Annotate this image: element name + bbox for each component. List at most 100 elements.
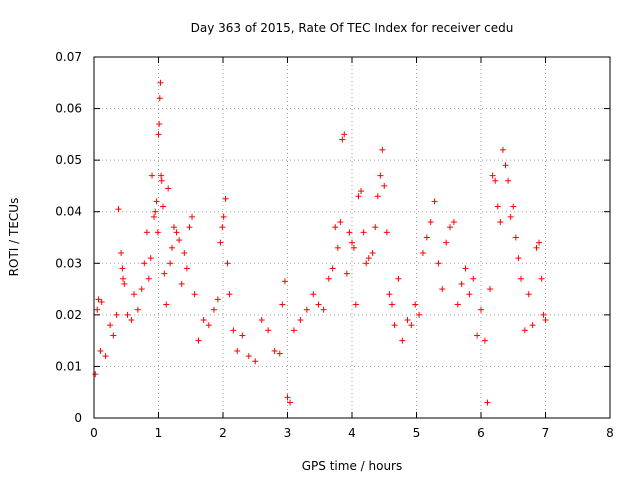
x-tick-label: 4 — [348, 426, 356, 440]
data-point — [94, 306, 101, 313]
data-point — [158, 172, 165, 179]
data-point — [540, 311, 547, 318]
data-point — [200, 317, 207, 324]
data-point — [155, 131, 162, 138]
data-point — [510, 203, 517, 210]
data-point — [220, 213, 227, 220]
data-point — [416, 311, 423, 318]
data-point — [107, 322, 114, 329]
x-tick-label: 8 — [606, 426, 614, 440]
data-point — [443, 239, 450, 246]
data-point — [529, 322, 536, 329]
y-axis-label: ROTI / TECUs — [7, 198, 21, 277]
data-point — [492, 177, 499, 184]
data-point — [363, 260, 370, 267]
data-point — [150, 213, 157, 220]
data-point — [252, 358, 259, 365]
data-point — [315, 301, 322, 308]
data-point — [542, 317, 549, 324]
data-point — [454, 301, 461, 308]
data-point — [149, 172, 156, 179]
data-point — [408, 322, 415, 329]
data-point — [536, 239, 543, 246]
data-point — [494, 203, 501, 210]
data-point — [234, 347, 241, 354]
data-point — [388, 301, 395, 308]
data-point — [517, 275, 524, 282]
data-point — [210, 306, 217, 313]
data-point — [154, 229, 161, 236]
data-point — [115, 206, 122, 213]
data-point — [391, 322, 398, 329]
data-point — [157, 79, 164, 86]
chart-title: Day 363 of 2015, Rate Of TEC Index for r… — [191, 21, 514, 35]
data-point — [160, 203, 167, 210]
data-point — [439, 286, 446, 293]
data-point — [374, 193, 381, 200]
data-point — [499, 146, 506, 153]
data-point — [186, 224, 193, 231]
data-point — [521, 327, 528, 334]
data-point — [505, 177, 512, 184]
data-point — [447, 224, 454, 231]
data-point — [310, 291, 317, 298]
data-point — [343, 270, 350, 277]
data-point — [320, 306, 327, 313]
data-point — [404, 317, 411, 324]
data-point — [95, 296, 102, 303]
data-point — [369, 249, 376, 256]
data-point — [165, 185, 172, 192]
data-point — [158, 177, 165, 184]
data-point — [98, 298, 105, 305]
data-point — [265, 327, 272, 334]
data-point — [143, 229, 150, 236]
data-point — [183, 265, 190, 272]
data-point — [120, 275, 127, 282]
data-point — [141, 260, 148, 267]
data-point — [329, 265, 336, 272]
data-point — [128, 317, 135, 324]
data-point — [339, 136, 346, 143]
data-point — [156, 95, 163, 102]
data-point — [97, 347, 104, 354]
data-point — [538, 275, 545, 282]
data-point — [222, 195, 229, 202]
data-point — [386, 291, 393, 298]
data-point — [124, 311, 131, 318]
data-point — [217, 239, 224, 246]
data-point — [423, 234, 430, 241]
data-point — [484, 399, 491, 406]
data-point — [350, 244, 357, 251]
data-point — [481, 337, 488, 344]
data-point — [176, 237, 183, 244]
y-tick-label: 0.06 — [55, 102, 82, 116]
data-point — [178, 280, 185, 287]
data-point — [156, 121, 163, 128]
data-point — [325, 275, 332, 282]
data-point — [474, 332, 481, 339]
data-point — [450, 219, 457, 226]
data-point — [381, 182, 388, 189]
data-point — [118, 249, 125, 256]
data-point — [412, 301, 419, 308]
data-point — [102, 353, 109, 360]
data-point — [145, 275, 152, 282]
data-point — [167, 260, 174, 267]
data-point — [349, 239, 355, 246]
data-point — [113, 311, 120, 318]
y-tick-label: 0.05 — [55, 153, 82, 167]
data-point — [92, 371, 99, 378]
data-point — [352, 301, 359, 308]
data-point — [435, 260, 442, 267]
x-tick-label: 0 — [90, 426, 98, 440]
data-points — [92, 79, 549, 406]
data-point — [169, 244, 176, 251]
data-point — [284, 394, 291, 401]
data-point — [419, 249, 426, 256]
x-tick-label: 5 — [413, 426, 421, 440]
data-point — [230, 327, 237, 334]
data-point — [276, 350, 283, 357]
data-point — [130, 291, 137, 298]
y-tick-label: 0.04 — [55, 205, 82, 219]
